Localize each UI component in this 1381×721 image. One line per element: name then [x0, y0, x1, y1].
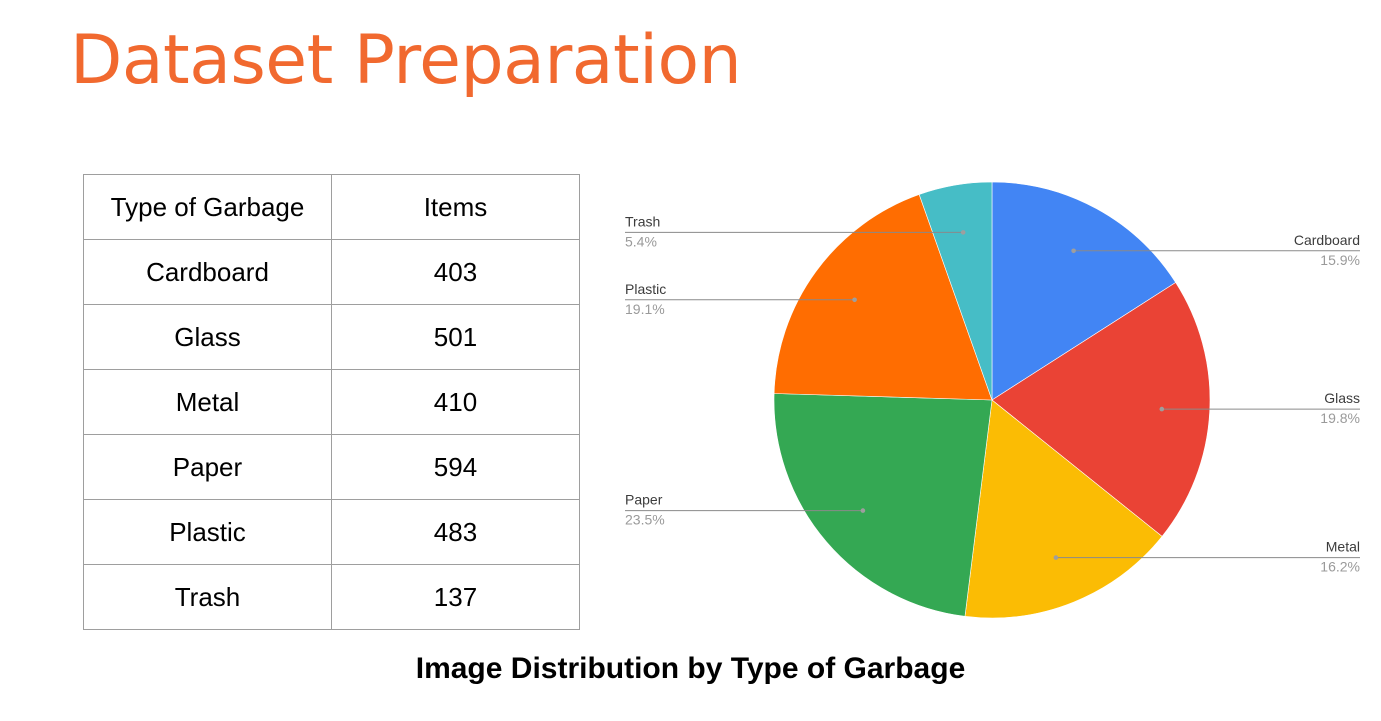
table-row: Trash 137 [83, 564, 580, 630]
items-cell: 501 [331, 304, 580, 370]
items-cell: 137 [331, 564, 580, 630]
slice-percent-label: 19.8% [1320, 410, 1360, 426]
slide-title: Dataset Preparation [70, 21, 742, 100]
garbage-table: Type of Garbage Items Cardboard 403 Glas… [83, 174, 580, 630]
table-row: Cardboard 403 [83, 239, 580, 305]
type-cell: Metal [83, 369, 332, 435]
callout-dot [1159, 406, 1165, 412]
column-header-type: Type of Garbage [83, 174, 332, 240]
pie-slice-cardboard [991, 181, 1177, 401]
slice-percent-label: 23.5% [625, 512, 665, 528]
pie-slice-trash [918, 181, 993, 401]
slice-percent-label: 5.4% [625, 233, 657, 249]
slice-label: Plastic [625, 281, 666, 297]
type-cell: Cardboard [83, 239, 332, 305]
slice-percent-label: 19.1% [625, 301, 665, 317]
type-cell: Paper [83, 434, 332, 500]
slice-percent-label: 15.9% [1320, 252, 1360, 268]
pie-slice-plastic [773, 194, 993, 401]
items-cell: 403 [331, 239, 580, 305]
slice-percent-label: 16.2% [1320, 559, 1360, 575]
slice-label: Trash [625, 213, 660, 229]
slice-label: Cardboard [1294, 232, 1360, 248]
pie-chart: Cardboard 15.9% Glass 19.8% Metal 16.2% Paper 2… [625, 181, 1360, 619]
type-cell: Plastic [83, 499, 332, 565]
slice-label: Glass [1324, 390, 1360, 406]
callout-dot [1071, 248, 1076, 254]
slice-label: Paper [625, 492, 663, 508]
column-header-items: Items [331, 174, 580, 240]
callout-dot [852, 297, 857, 303]
table-row: Plastic 483 [83, 499, 580, 565]
pie-slice-glass [991, 282, 1211, 537]
callout-dot [960, 230, 966, 235]
items-cell: 594 [331, 434, 580, 500]
items-cell: 483 [331, 499, 580, 565]
chart-title: Image Distribution by Type of Garbage [415, 652, 966, 685]
callout-dot [1053, 555, 1059, 560]
slice-label: Metal [1326, 539, 1360, 555]
pie-slice-metal [964, 399, 1163, 619]
type-cell: Glass [83, 304, 332, 370]
items-cell: 410 [331, 369, 580, 435]
pie-slice-paper [773, 393, 993, 617]
table-row: Paper 594 [83, 434, 580, 500]
table-row: Metal 410 [83, 369, 580, 435]
callout-dot [860, 508, 866, 513]
type-cell: Trash [83, 564, 332, 630]
table-row: Glass 501 [83, 304, 580, 370]
table-header-row: Type of Garbage Items [83, 174, 580, 240]
